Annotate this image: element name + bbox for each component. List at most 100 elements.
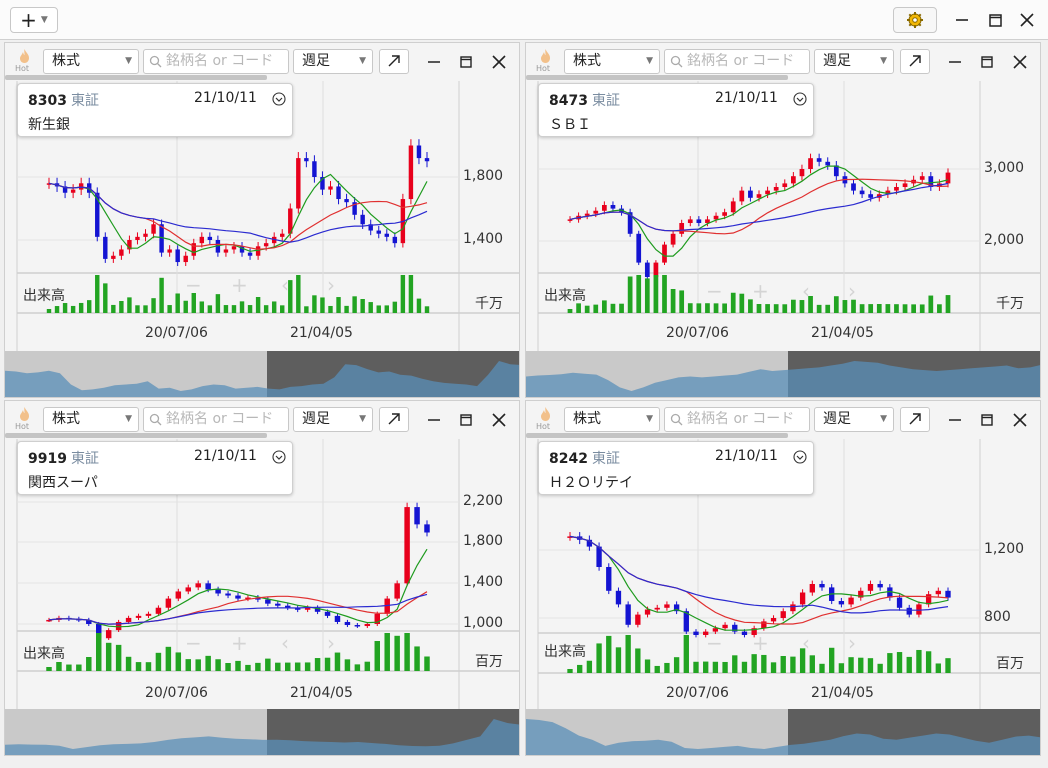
maximize-icon[interactable] [457,53,475,71]
close-icon[interactable] [1011,411,1029,429]
close-icon[interactable] [1011,53,1029,71]
volume-bar [602,300,607,313]
hot-button[interactable]: Hot [13,49,37,77]
volume-bar [635,648,641,673]
candle-body [62,186,68,193]
volume-bar [96,633,102,671]
zoom-out-button[interactable]: − [706,631,723,655]
open-external-button[interactable] [900,407,930,432]
add-label: + [20,8,37,32]
volume-bar [314,658,321,671]
zoom-out-button[interactable]: − [185,631,202,655]
candle-body [145,613,152,616]
period-select[interactable]: 週足 ▼ [814,407,894,432]
volume-bar [848,657,854,673]
maximize-icon[interactable] [978,411,996,429]
volume-bar [679,290,685,313]
chevron-down-circle-icon[interactable] [793,450,807,464]
scroll-left-button[interactable]: ‹ [802,631,810,655]
overview-area [526,719,1040,755]
open-external-button[interactable] [379,407,409,432]
volume-bar [87,300,92,313]
zoom-out-button[interactable]: − [706,279,723,303]
volume-unit: 千万 [996,296,1024,312]
volume-label: 出来高 [23,288,65,304]
chart-area[interactable] [5,401,520,756]
period-select[interactable]: 週足 ▼ [814,49,894,74]
scroll-right-button[interactable]: › [327,631,335,655]
panel-scrollbar[interactable] [526,433,788,438]
search-input[interactable]: 銘柄名 or コード [143,49,289,74]
minimize-icon[interactable] [946,53,964,71]
scroll-right-button[interactable]: › [327,273,335,297]
chevron-down-circle-icon[interactable] [272,92,286,106]
volume-bar [765,304,770,313]
candle-body [239,246,245,253]
scroll-left-button[interactable]: ‹ [281,273,289,297]
close-icon[interactable] [490,53,508,71]
panel-scrollbar[interactable] [5,75,267,80]
chart-area[interactable] [5,43,520,398]
maximize-icon[interactable] [978,53,996,71]
settings-button[interactable] [893,7,937,33]
type-select[interactable]: 株式 ▼ [43,49,139,74]
maximize-icon[interactable] [457,411,475,429]
search-placeholder: 銘柄名 or コード [166,53,274,69]
zoom-in-button[interactable]: + [752,279,769,303]
panel-scrollbar[interactable] [5,433,267,438]
candle-body [296,158,301,209]
type-select[interactable]: 株式 ▼ [564,407,660,432]
search-input[interactable]: 銘柄名 or コード [143,407,289,432]
volume-bar [384,633,390,671]
hot-button[interactable]: Hot [534,49,558,77]
open-external-button[interactable] [900,49,930,74]
zoom-in-button[interactable]: + [752,631,769,655]
x-axis-label: 20/07/06 [145,325,208,341]
close-icon[interactable] [490,411,508,429]
search-placeholder: 銘柄名 or コード [166,411,274,427]
scroll-right-button[interactable]: › [848,279,856,303]
panel-scrollbar[interactable] [526,75,788,80]
volume-bar [799,300,805,313]
chevron-down-circle-icon[interactable] [272,450,286,464]
hot-button[interactable]: Hot [13,407,37,435]
candle-body [808,158,813,169]
volume-bar [225,663,231,671]
zoom-out-button[interactable]: − [185,273,202,297]
period-select[interactable]: 週足 ▼ [293,49,373,74]
period-select[interactable]: 週足 ▼ [293,407,373,432]
candle-body [606,567,612,591]
volume-bar [625,635,631,673]
y-axis-tick-label: 1,000 [463,615,504,631]
scroll-left-button[interactable]: ‹ [281,631,289,655]
type-select[interactable]: 株式 ▼ [564,49,660,74]
volume-bar [239,301,245,313]
minimize-icon[interactable] [425,411,443,429]
add-button[interactable]: + ▼ [10,7,58,33]
zoom-in-button[interactable]: + [231,273,248,297]
search-input[interactable]: 銘柄名 or コード [664,407,810,432]
candle-body [414,507,420,525]
maximize-icon[interactable] [983,8,1007,32]
candle-body [151,224,156,234]
minimize-icon[interactable] [946,411,964,429]
chart-area[interactable] [526,401,1041,756]
candle-body [705,219,710,223]
candle-body [696,219,702,223]
candle-body [384,598,390,614]
zoom-in-button[interactable]: + [231,631,248,655]
scroll-left-button[interactable]: ‹ [802,279,810,303]
chart-area[interactable] [526,43,1041,398]
minimize-icon[interactable] [950,8,974,32]
hot-button[interactable]: Hot [534,407,558,435]
chevron-down-circle-icon[interactable] [793,92,807,106]
close-icon[interactable] [1015,8,1039,32]
volume-bar [627,276,633,313]
search-input[interactable]: 銘柄名 or コード [664,49,810,74]
open-external-button[interactable] [379,49,409,74]
minimize-icon[interactable] [425,53,443,71]
ma-long-line [569,182,949,232]
scroll-right-button[interactable]: › [848,631,856,655]
type-select[interactable]: 株式 ▼ [43,407,139,432]
candle-body [896,597,903,608]
